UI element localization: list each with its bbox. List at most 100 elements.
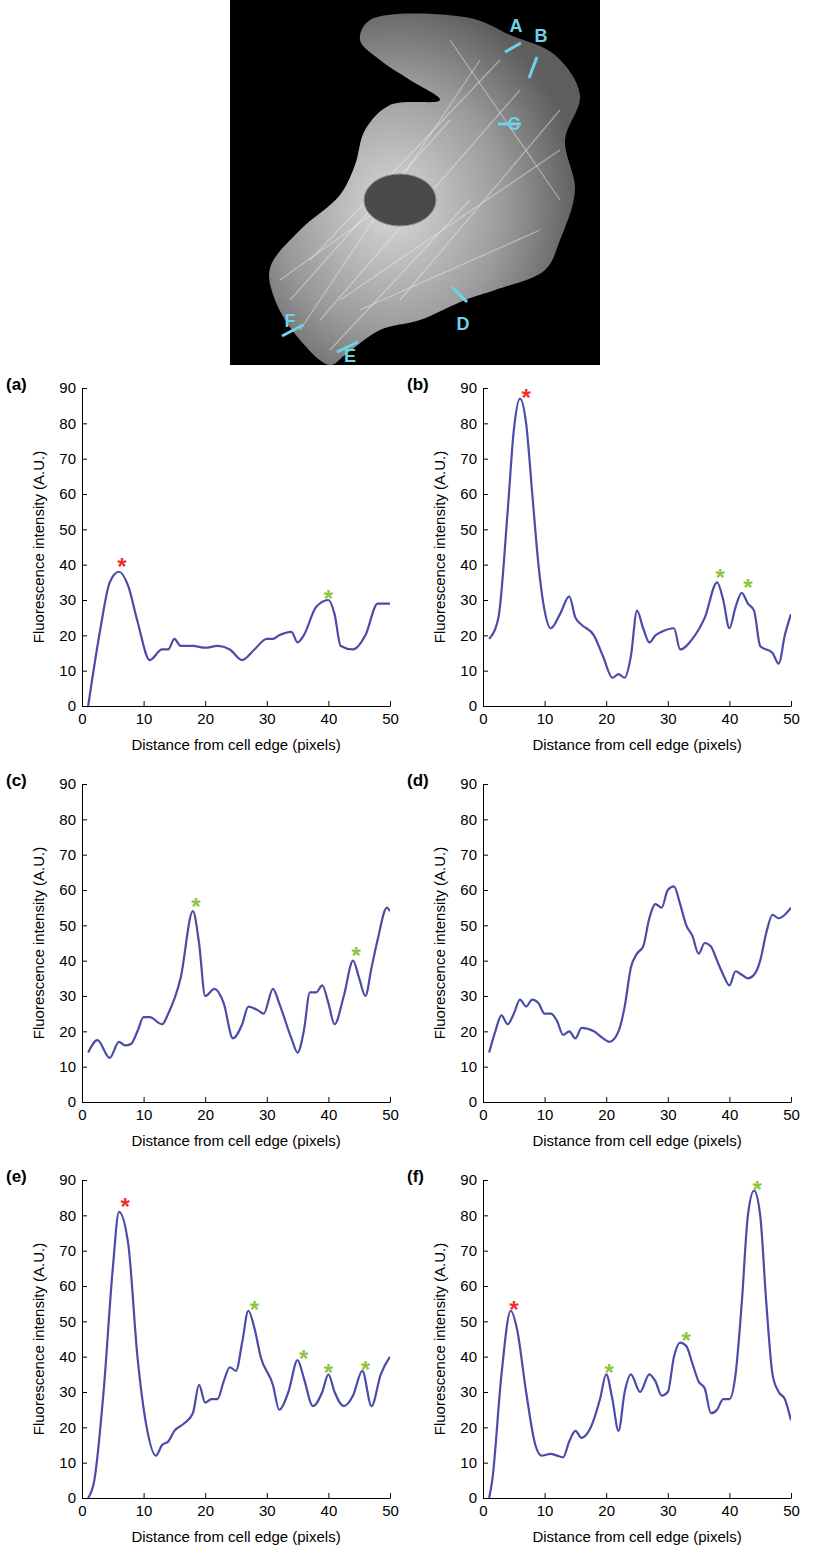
tick-label: 10 xyxy=(136,1502,153,1519)
axis-line xyxy=(82,1181,83,1499)
tick-label: 20 xyxy=(460,627,477,644)
tick: 10 xyxy=(136,1493,153,1519)
tick-mark xyxy=(82,1392,87,1393)
star-annotation: * xyxy=(509,1296,519,1323)
tick-label: 0 xyxy=(479,710,487,727)
tick-label: 10 xyxy=(136,710,153,727)
tick-label: 70 xyxy=(460,450,477,467)
tick-label: 40 xyxy=(460,952,477,969)
panel-label: (a) xyxy=(6,375,27,394)
tick: 10 xyxy=(59,1058,87,1075)
tick: 40 xyxy=(321,1097,338,1123)
tick: 30 xyxy=(660,1493,677,1519)
axis-line xyxy=(82,785,83,1103)
tick: 70 xyxy=(59,450,87,467)
tick-label: 60 xyxy=(59,881,76,898)
tick-label: 10 xyxy=(537,710,554,727)
tick-mark xyxy=(483,961,488,962)
tick-label: 40 xyxy=(321,1106,338,1123)
tick-label: 10 xyxy=(59,1058,76,1075)
tick-mark xyxy=(82,423,87,424)
tick-label: 0 xyxy=(78,1502,86,1519)
tick-label: 40 xyxy=(59,1348,76,1365)
tick-mark xyxy=(82,1321,87,1322)
tick: 50 xyxy=(783,701,800,727)
tick-label: 90 xyxy=(59,1171,76,1188)
tick: 60 xyxy=(59,881,87,898)
tick-label: 70 xyxy=(59,450,76,467)
tick: 30 xyxy=(460,591,488,608)
tick-mark xyxy=(545,701,546,706)
tick-label: 40 xyxy=(722,1502,739,1519)
tick-label: 40 xyxy=(59,952,76,969)
tick-mark xyxy=(82,1067,87,1068)
tick-label: 80 xyxy=(59,811,76,828)
tick: 20 xyxy=(598,1493,615,1519)
tick-mark xyxy=(606,1097,607,1102)
tick: 10 xyxy=(460,662,488,679)
tick: 80 xyxy=(460,415,488,432)
tick-label: 50 xyxy=(460,917,477,934)
tick-mark xyxy=(545,1097,546,1102)
tick-mark xyxy=(483,494,488,495)
image-background xyxy=(230,0,600,365)
star-annotation: * xyxy=(361,1356,371,1383)
tick: 40 xyxy=(59,952,87,969)
tick-label: 20 xyxy=(460,1023,477,1040)
tick-label: 90 xyxy=(460,379,477,396)
tick: 90 xyxy=(460,775,488,792)
tick: 20 xyxy=(598,1097,615,1123)
tick-label: 20 xyxy=(59,1419,76,1436)
tick: 20 xyxy=(197,701,214,727)
tick-label: 30 xyxy=(660,1106,677,1123)
tick-mark xyxy=(82,1286,87,1287)
tick: 50 xyxy=(59,1313,87,1330)
profile-line xyxy=(505,43,521,52)
tick-label: 50 xyxy=(460,1313,477,1330)
tick: 10 xyxy=(59,1454,87,1471)
star-annotation: * xyxy=(120,1193,130,1220)
tick: 30 xyxy=(460,1383,488,1400)
stress-fibers xyxy=(280,40,560,350)
tick-mark xyxy=(483,1357,488,1358)
tick-label: 90 xyxy=(460,775,477,792)
tick: 0 xyxy=(68,1093,87,1110)
tick-mark xyxy=(267,1493,268,1498)
tick: 20 xyxy=(460,1023,488,1040)
star-annotation: * xyxy=(715,564,725,591)
plot-area xyxy=(88,1212,390,1498)
tick: 10 xyxy=(537,1493,554,1519)
plot-area xyxy=(489,1191,791,1498)
star-annotation: * xyxy=(752,1176,762,1203)
tick: 50 xyxy=(460,917,488,934)
tick: 50 xyxy=(460,1313,488,1330)
tick-mark xyxy=(205,1097,206,1102)
star-annotation: * xyxy=(682,1327,692,1354)
tick: 40 xyxy=(722,1493,739,1519)
tick-mark xyxy=(82,855,87,856)
x-axis-title: Distance from cell edge (pixels) xyxy=(131,736,340,753)
tick: 80 xyxy=(59,1207,87,1224)
tick: 20 xyxy=(197,1097,214,1123)
tick-label: 30 xyxy=(59,987,76,1004)
tick: 0 xyxy=(68,1489,87,1506)
tick-label: 0 xyxy=(469,697,477,714)
micrograph: ABCDEF xyxy=(230,0,600,366)
star-annotation: * xyxy=(324,1359,334,1386)
tick-mark xyxy=(668,1493,669,1498)
tick: 30 xyxy=(660,1097,677,1123)
tick-label: 10 xyxy=(59,662,76,679)
tick-label: 50 xyxy=(59,1313,76,1330)
tick: 20 xyxy=(598,701,615,727)
tick: 40 xyxy=(460,1348,488,1365)
profile-curve xyxy=(88,572,390,706)
tick: 80 xyxy=(59,415,87,432)
panel: 010203040500102030405060708090Distance f… xyxy=(6,375,399,753)
tick: 40 xyxy=(722,701,739,727)
tick-mark xyxy=(483,565,488,566)
tick-label: 20 xyxy=(59,627,76,644)
tick-mark xyxy=(668,1097,669,1102)
tick-mark xyxy=(483,1102,488,1103)
tick-label: 50 xyxy=(460,521,477,538)
plot-area xyxy=(88,908,390,1058)
